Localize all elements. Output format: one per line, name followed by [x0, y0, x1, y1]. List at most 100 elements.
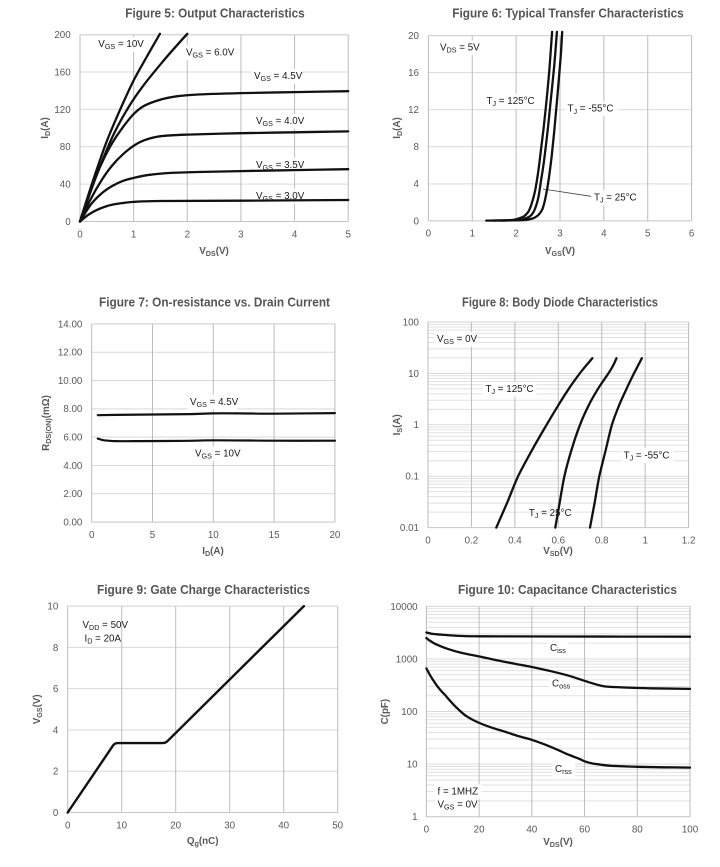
svg-text:3: 3	[557, 229, 563, 240]
svg-text:2: 2	[53, 767, 58, 778]
svg-text:Figure 8: Body Diode Character: Figure 8: Body Diode Characteristics	[462, 295, 658, 309]
svg-text:0.01: 0.01	[400, 523, 419, 534]
svg-text:TJ = 25°C: TJ = 25°C	[529, 508, 572, 520]
svg-text:6: 6	[53, 684, 59, 695]
svg-text:8.00: 8.00	[63, 404, 83, 415]
svg-text:VGS(V): VGS(V)	[545, 246, 575, 258]
svg-text:0: 0	[77, 229, 83, 240]
svg-text:5: 5	[345, 229, 351, 240]
svg-text:TJ = -55°C: TJ = -55°C	[568, 104, 614, 116]
svg-text:0.00: 0.00	[63, 518, 83, 529]
svg-text:0.4: 0.4	[508, 535, 522, 546]
svg-text:Figure 9: Gate Charge Characte: Figure 9: Gate Charge Characteristics	[97, 583, 310, 597]
svg-text:TJ = 125°C: TJ = 125°C	[487, 96, 535, 108]
svg-text:10: 10	[47, 602, 58, 613]
svg-text:Figure 6: Typical Transfer Cha: Figure 6: Typical Transfer Characteristi…	[452, 6, 684, 20]
svg-text:VDS(V): VDS(V)	[543, 837, 573, 849]
svg-text:VGS = 0V: VGS = 0V	[438, 800, 479, 812]
svg-text:100: 100	[403, 317, 420, 328]
svg-text:VGS = 4.0V: VGS = 4.0V	[256, 116, 305, 128]
svg-text:100: 100	[401, 707, 418, 718]
svg-text:10: 10	[408, 369, 419, 380]
svg-text:0: 0	[424, 825, 430, 836]
svg-text:10: 10	[407, 760, 418, 771]
svg-text:50: 50	[332, 821, 343, 832]
svg-text:0: 0	[65, 821, 71, 832]
svg-text:4: 4	[601, 229, 607, 240]
svg-text:Crss: Crss	[555, 764, 572, 776]
svg-text:6.00: 6.00	[63, 433, 83, 444]
svg-text:ID(A): ID(A)	[392, 117, 404, 139]
svg-text:0: 0	[65, 217, 71, 228]
svg-text:20: 20	[170, 821, 181, 832]
svg-text:8: 8	[414, 142, 420, 153]
svg-text:Figure 10: Capacitance Charact: Figure 10: Capacitance Characteristics	[458, 583, 677, 597]
svg-text:16: 16	[408, 68, 419, 79]
svg-text:VGS = 4.5V: VGS = 4.5V	[254, 71, 303, 83]
svg-text:10.00: 10.00	[58, 376, 83, 387]
svg-text:2: 2	[513, 229, 518, 240]
svg-text:VGS = 6.0V: VGS = 6.0V	[186, 48, 235, 60]
svg-text:40: 40	[526, 825, 537, 836]
svg-text:C(pF): C(pF)	[380, 699, 391, 725]
svg-text:3: 3	[238, 229, 244, 240]
svg-text:1: 1	[470, 229, 475, 240]
svg-text:10: 10	[116, 821, 127, 832]
svg-text:TJ = 25°C: TJ = 25°C	[594, 193, 637, 205]
svg-text:4.00: 4.00	[63, 461, 83, 472]
svg-text:4: 4	[292, 229, 298, 240]
svg-text:VDD = 50V: VDD = 50V	[83, 620, 129, 632]
svg-text:80: 80	[60, 142, 71, 153]
svg-text:40: 40	[278, 821, 289, 832]
svg-text:0: 0	[53, 808, 59, 819]
svg-text:1000: 1000	[396, 654, 418, 665]
svg-text:1: 1	[131, 229, 136, 240]
svg-text:4: 4	[53, 725, 59, 736]
svg-text:5: 5	[645, 229, 651, 240]
svg-text:VGS = 0V: VGS = 0V	[437, 334, 478, 346]
svg-text:VGS = 10V: VGS = 10V	[98, 39, 144, 51]
svg-text:VSD(V): VSD(V)	[543, 546, 573, 558]
svg-text:20: 20	[408, 31, 419, 42]
svg-text:0: 0	[426, 229, 432, 240]
svg-text:VGS = 10V: VGS = 10V	[195, 449, 241, 461]
svg-text:VDS(V): VDS(V)	[199, 246, 229, 258]
svg-text:1: 1	[642, 535, 647, 546]
svg-text:4: 4	[414, 179, 420, 190]
svg-text:60: 60	[579, 825, 590, 836]
svg-text:VDS = 5V: VDS = 5V	[440, 43, 480, 55]
svg-text:160: 160	[54, 68, 71, 79]
svg-text:12.00: 12.00	[58, 348, 83, 359]
svg-text:120: 120	[54, 105, 71, 116]
svg-text:RDS(ON)(mΩ): RDS(ON)(mΩ)	[41, 395, 53, 451]
svg-text:VGS = 4.5V: VGS = 4.5V	[190, 397, 239, 409]
svg-text:6: 6	[689, 229, 695, 240]
svg-text:ID(A): ID(A)	[202, 546, 224, 558]
svg-text:0: 0	[89, 530, 95, 541]
svg-text:10: 10	[208, 530, 219, 541]
svg-text:20: 20	[329, 530, 340, 541]
svg-text:12: 12	[408, 105, 419, 116]
svg-text:20: 20	[474, 825, 485, 836]
svg-text:0.2: 0.2	[465, 535, 479, 546]
svg-text:2: 2	[185, 229, 190, 240]
svg-text:TJ = 125°C: TJ = 125°C	[486, 384, 534, 396]
svg-text:80: 80	[632, 825, 643, 836]
svg-text:IS(A): IS(A)	[392, 414, 404, 435]
svg-text:1: 1	[412, 812, 417, 823]
svg-text:f = 1MHZ: f = 1MHZ	[438, 787, 479, 798]
svg-text:Qg(nC): Qg(nC)	[187, 836, 219, 848]
svg-text:VGS(V): VGS(V)	[32, 694, 44, 724]
svg-text:0.6: 0.6	[551, 535, 565, 546]
svg-text:TJ = -55°C: TJ = -55°C	[624, 450, 670, 462]
svg-text:Ciss: Ciss	[550, 643, 566, 655]
svg-text:10000: 10000	[390, 602, 418, 613]
svg-text:8: 8	[53, 643, 59, 654]
svg-text:Coss: Coss	[552, 679, 571, 691]
svg-text:ID = 20A: ID = 20A	[85, 634, 122, 646]
svg-text:0: 0	[414, 216, 420, 227]
svg-text:ID(A): ID(A)	[40, 117, 52, 139]
svg-text:15: 15	[269, 530, 280, 541]
svg-text:0.1: 0.1	[405, 472, 419, 483]
svg-text:5: 5	[150, 530, 156, 541]
